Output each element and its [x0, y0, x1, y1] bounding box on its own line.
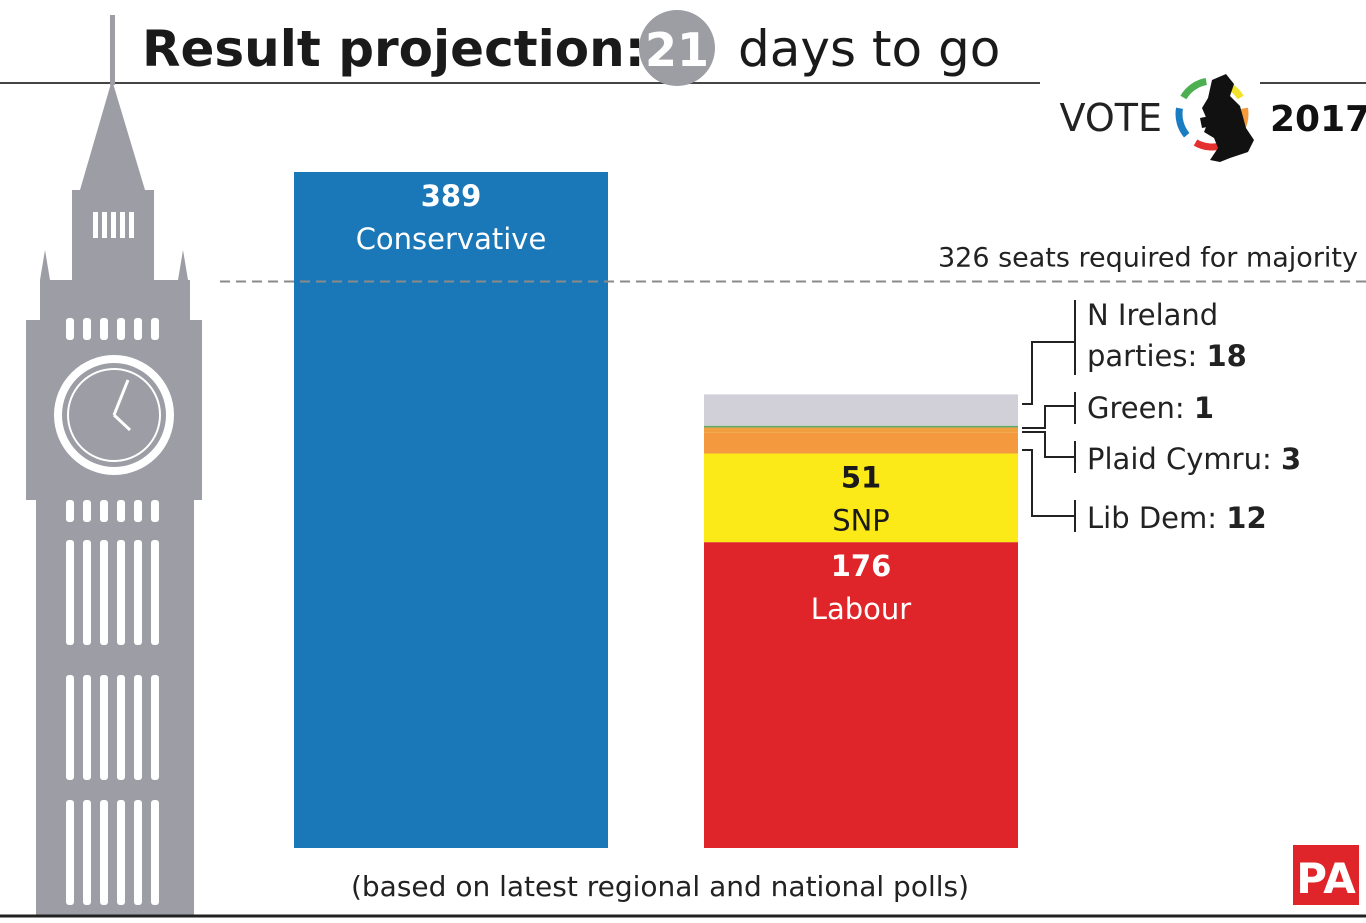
footnote: (based on latest regional and national p…	[351, 870, 969, 903]
party-label-labour: Labour	[811, 592, 911, 626]
value-label-conservative: 389	[421, 179, 482, 213]
logo-vote-text: VOTE	[1060, 96, 1162, 140]
callout-ni-line1: N Ireland	[1087, 298, 1218, 332]
party-label-snp: SNP	[832, 504, 890, 538]
big-ben-illustration	[26, 15, 202, 915]
value-label-labour: 176	[831, 549, 892, 583]
uk-map-icon	[1200, 74, 1254, 162]
title-suffix: days to go	[738, 20, 1000, 78]
bar-segment-plaid-cymru	[704, 427, 1018, 433]
logo-ring-arc	[1180, 78, 1208, 100]
callout-ni-line2: parties:	[1087, 339, 1197, 373]
days-badge	[639, 10, 715, 86]
svg-text:Plaid Cymru: 3: Plaid Cymru: 3	[1087, 442, 1301, 476]
logo-year-text: 2017	[1270, 99, 1366, 140]
callout-ni-value: 18	[1206, 339, 1246, 373]
bar-segment-lib-dem	[704, 432, 1018, 454]
bar-segment-labour	[704, 542, 1018, 848]
callout-plaid-value: 3	[1281, 442, 1301, 476]
svg-text:parties: 18: parties: 18	[1087, 339, 1247, 373]
title-prefix: Result projection:	[142, 20, 645, 78]
pa-logo	[1293, 845, 1359, 905]
majority-label: 326 seats required for majority	[938, 242, 1358, 273]
bar-segment-n-ireland-parties	[704, 394, 1018, 426]
party-label-conservative: Conservative	[356, 222, 547, 256]
value-label-snp: 51	[841, 461, 881, 495]
svg-text:Green: 1: Green: 1	[1087, 391, 1214, 425]
callout-green-label: Green:	[1087, 391, 1185, 425]
callout-libdem-value: 12	[1226, 501, 1266, 535]
bar-segment-green	[704, 425, 1018, 428]
callout-brackets	[1022, 300, 1076, 532]
pa-logo-text: PA	[1296, 854, 1356, 903]
bars	[294, 172, 1018, 848]
vote-2017-logo: VOTE 2017	[1060, 74, 1366, 162]
callout-plaid-label: Plaid Cymru:	[1087, 442, 1272, 476]
svg-text:Lib Dem: 12: Lib Dem: 12	[1087, 501, 1267, 535]
bar-segment-snp	[704, 453, 1018, 543]
callout-libdem-label: Lib Dem:	[1087, 501, 1217, 535]
days-count: 21	[645, 23, 709, 77]
bar-segment-conservative	[294, 172, 608, 848]
callout-green-value: 1	[1194, 391, 1214, 425]
logo-ring-arc	[1175, 107, 1190, 138]
